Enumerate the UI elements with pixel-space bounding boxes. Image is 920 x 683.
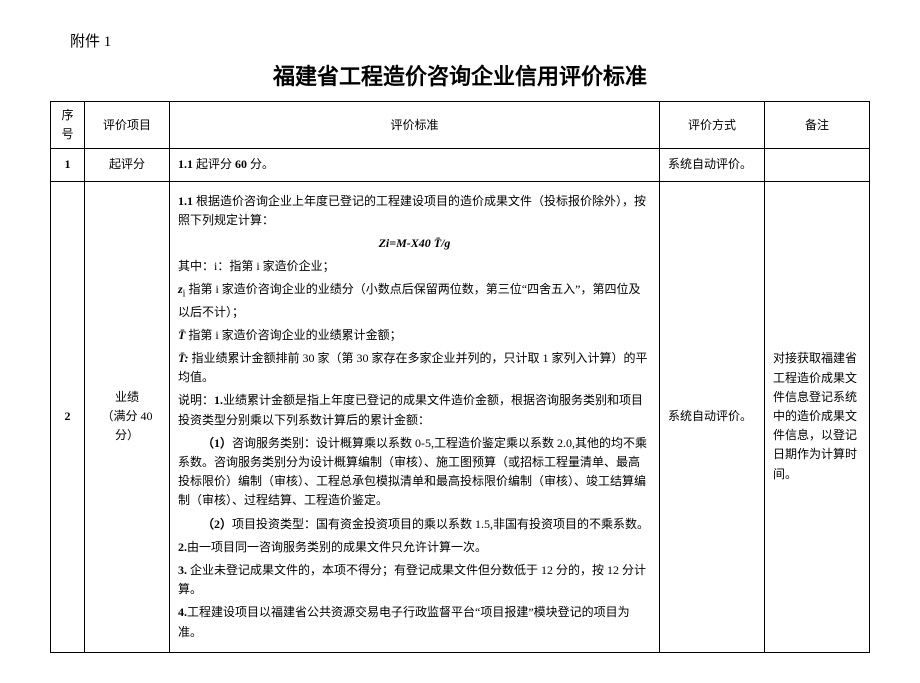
text: 1.1 <box>178 157 193 171</box>
cell-remark: 对接获取福建省工程造价成果文件信息登记系统中的造价成果文件信息，以登记日期作为计… <box>765 181 870 652</box>
header-standard: 评价标准 <box>170 102 660 149</box>
text: 其中：i：指第 i 家造价企业； <box>178 257 651 276</box>
item-line2: （满分 40 分） <box>93 407 161 445</box>
cell-standard: 1.1 根据造价咨询企业上年度已登记的工程建设项目的造价成果文件（投标报价除外）… <box>170 181 660 652</box>
text: 指业绩累计金额排前 30 家（第 30 家存在多家企业并列的，只计取 1 家列入… <box>178 351 647 384</box>
cell-item: 起评分 <box>85 149 170 181</box>
text: 1. <box>214 393 223 407</box>
attachment-label: 附件 1 <box>70 30 870 51</box>
text: 2. <box>178 540 187 554</box>
table-row: 2 业绩 （满分 40 分） 1.1 根据造价咨询企业上年度已登记的工程建设项目… <box>51 181 870 652</box>
page-title: 福建省工程造价咨询企业信用评价标准 <box>50 59 870 91</box>
header-item: 评价项目 <box>85 102 170 149</box>
cell-remark <box>765 149 870 181</box>
formula: Zi=M-X40 T̄/g <box>178 234 651 253</box>
cell-standard: 1.1 起评分 60 分。 <box>170 149 660 181</box>
text: 咨询服务类别：设计概算乘以系数 0-5,工程造价鉴定乘以系数 2.0,其他的均不… <box>178 436 647 508</box>
text: 根据造价咨询企业上年度已登记的工程建设项目的造价成果文件（投标报价除外），按照下… <box>178 194 646 227</box>
text: 指第 i 家造价咨询企业的业绩累计金额； <box>185 328 401 342</box>
text: 项目投资类型：国有资金投资项目的乘以系数 1.5,非国有投资项目的不乘系数。 <box>232 517 649 531</box>
text: 分。 <box>247 157 274 171</box>
table-row: 1 起评分 1.1 起评分 60 分。 系统自动评价。 <box>51 149 870 181</box>
header-remark: 备注 <box>765 102 870 149</box>
evaluation-table: 序号 评价项目 评价标准 评价方式 备注 1 起评分 1.1 起评分 60 分。… <box>50 101 870 653</box>
text: 起评分 <box>193 157 235 171</box>
table-header-row: 序号 评价项目 评价标准 评价方式 备注 <box>51 102 870 149</box>
cell-item: 业绩 （满分 40 分） <box>85 181 170 652</box>
text: T̄: <box>178 351 188 365</box>
text: 企业未登记成果文件的，本项不得分；有登记成果文件但分数低于 12 分的，按 12… <box>178 563 646 596</box>
text: 由一项目同一咨询服务类别的成果文件只允许计算一次。 <box>187 540 487 554</box>
header-seq: 序号 <box>51 102 85 149</box>
text: 3. <box>178 563 187 577</box>
text: 4. <box>178 605 187 619</box>
cell-seq: 1 <box>51 149 85 181</box>
text: 业绩累计金额是指上年度已登记的成果文件造价金额，根据咨询服务类别和项目投资类型分… <box>178 393 643 426</box>
text: 工程建设项目以福建省公共资源交易电子行政监督平台“项目报建”模块登记的项目为准。 <box>178 605 630 638</box>
text: （2） <box>202 517 232 531</box>
text: 指第 i 家造价咨询企业的业绩分（小数点后保留两位数，第三位“四舍五入”，第四位… <box>178 282 640 318</box>
text: 1.1 <box>178 194 193 208</box>
cell-method: 系统自动评价。 <box>660 149 765 181</box>
text: 说明： <box>178 393 214 407</box>
item-line1: 业绩 <box>93 388 161 407</box>
cell-seq: 2 <box>51 181 85 652</box>
text: （1） <box>202 436 232 450</box>
text: 60 <box>235 157 247 171</box>
header-method: 评价方式 <box>660 102 765 149</box>
cell-method: 系统自动评价。 <box>660 181 765 652</box>
